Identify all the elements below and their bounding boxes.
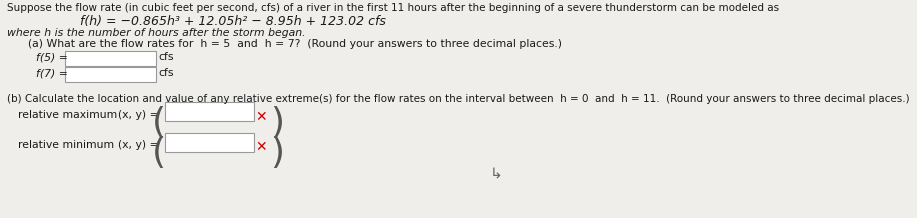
Text: f(7) =: f(7) = [36,68,68,78]
Text: f(5) =: f(5) = [36,52,68,62]
Text: (x, y) =: (x, y) = [118,110,159,120]
FancyBboxPatch shape [164,102,253,121]
Text: ✕: ✕ [255,110,267,124]
Text: (: ( [152,136,166,170]
Text: f(h) = −0.865h³ + 12.05h² − 8.95h + 123.02 cfs: f(h) = −0.865h³ + 12.05h² − 8.95h + 123.… [80,15,386,28]
Text: relative maximum: relative maximum [18,110,117,120]
Text: where h is the number of hours after the storm began.: where h is the number of hours after the… [7,28,305,38]
Text: (x, y) =: (x, y) = [118,140,159,150]
Text: (: ( [152,106,166,140]
Text: relative minimum: relative minimum [18,140,114,150]
Text: ↳: ↳ [490,166,503,181]
Text: cfs: cfs [158,52,173,62]
Text: (a) What are the flow rates for  h = 5  and  h = 7?  (Round your answers to thre: (a) What are the flow rates for h = 5 an… [28,39,562,49]
Text: ✕: ✕ [255,140,267,154]
Text: (b) Calculate the location and value of any relative extreme(s) for the flow rat: (b) Calculate the location and value of … [7,94,910,104]
Text: Suppose the flow rate (in cubic feet per second, cfs) of a river in the first 11: Suppose the flow rate (in cubic feet per… [7,3,779,13]
FancyBboxPatch shape [64,68,156,82]
FancyBboxPatch shape [64,51,156,66]
FancyBboxPatch shape [164,133,253,152]
Text: ): ) [270,136,284,170]
Text: ): ) [270,106,284,140]
Text: cfs: cfs [158,68,173,78]
